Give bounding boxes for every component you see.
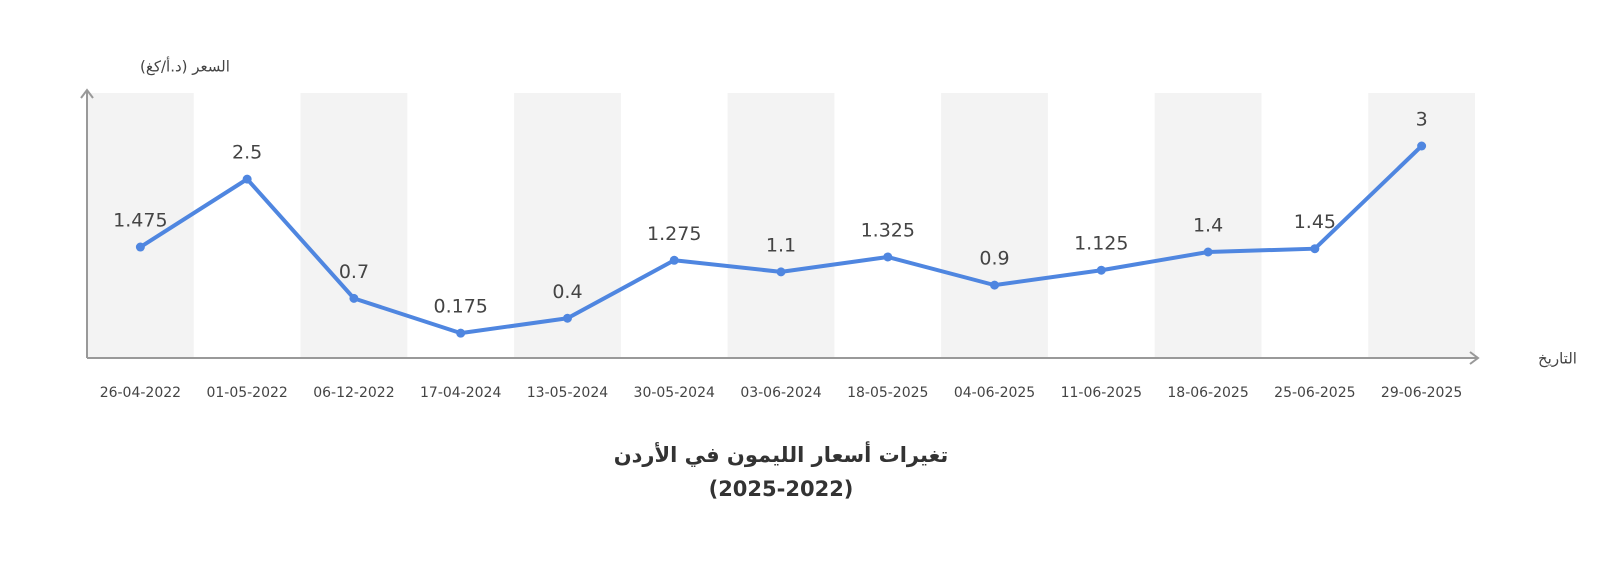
value-label: 3 [1416, 109, 1428, 131]
x-axis-label: التاريخ [1538, 350, 1577, 368]
point [1417, 141, 1427, 151]
point [1310, 244, 1320, 254]
point [135, 242, 145, 252]
x-tick-label: 17-04-2024 [420, 385, 501, 401]
point [669, 255, 679, 265]
band [727, 93, 835, 358]
x-tick-label: 30-05-2024 [634, 385, 715, 401]
x-tick-label: 03-06-2024 [740, 385, 821, 401]
band [300, 93, 408, 358]
point [1203, 247, 1213, 257]
value-label: 0.4 [552, 281, 582, 303]
value-label: 1.275 [647, 223, 701, 245]
value-label: 1.475 [113, 210, 167, 232]
x-tick-label: 29-06-2025 [1381, 385, 1462, 401]
point [990, 280, 1000, 290]
point [883, 252, 893, 262]
x-axis-arrow [1469, 351, 1480, 365]
x-tick-label: 26-04-2022 [100, 385, 181, 401]
value-label: 1.1 [766, 234, 796, 256]
point [562, 313, 572, 323]
band [1154, 93, 1262, 358]
chart-title: تغيرات أسعار الليمون في الأردن [614, 440, 949, 467]
point [776, 267, 786, 277]
x-tick-label: 25-06-2025 [1274, 385, 1355, 401]
value-label: 0.9 [979, 248, 1009, 270]
x-tick-label: 04-06-2025 [954, 385, 1035, 401]
value-label: 1.325 [861, 219, 915, 241]
point [1096, 265, 1106, 275]
x-tick-label: 11-06-2025 [1061, 385, 1142, 401]
value-label: 1.45 [1294, 211, 1336, 233]
chart-subtitle: (2025-2022) [709, 477, 854, 501]
bands [87, 93, 1475, 358]
y-axis-arrow [80, 88, 94, 99]
y-axis-label: السعر (د.أ/كغ) [140, 57, 230, 76]
x-tick-label: 18-05-2025 [847, 385, 928, 401]
value-label: 2.5 [232, 142, 262, 164]
x-tick-label: 18-06-2025 [1167, 385, 1248, 401]
value-label: 0.175 [433, 296, 487, 318]
value-label: 1.4 [1193, 215, 1223, 237]
band [941, 93, 1048, 358]
value-label: 1.125 [1074, 233, 1128, 255]
band [1368, 93, 1475, 358]
x-tick-label: 06-12-2022 [313, 385, 394, 401]
value-label: 0.7 [339, 261, 369, 283]
x-tick-label: 13-05-2024 [527, 385, 608, 401]
point [242, 174, 252, 184]
point [349, 293, 359, 303]
point [456, 328, 466, 338]
x-tick-label: 01-05-2022 [206, 385, 287, 401]
